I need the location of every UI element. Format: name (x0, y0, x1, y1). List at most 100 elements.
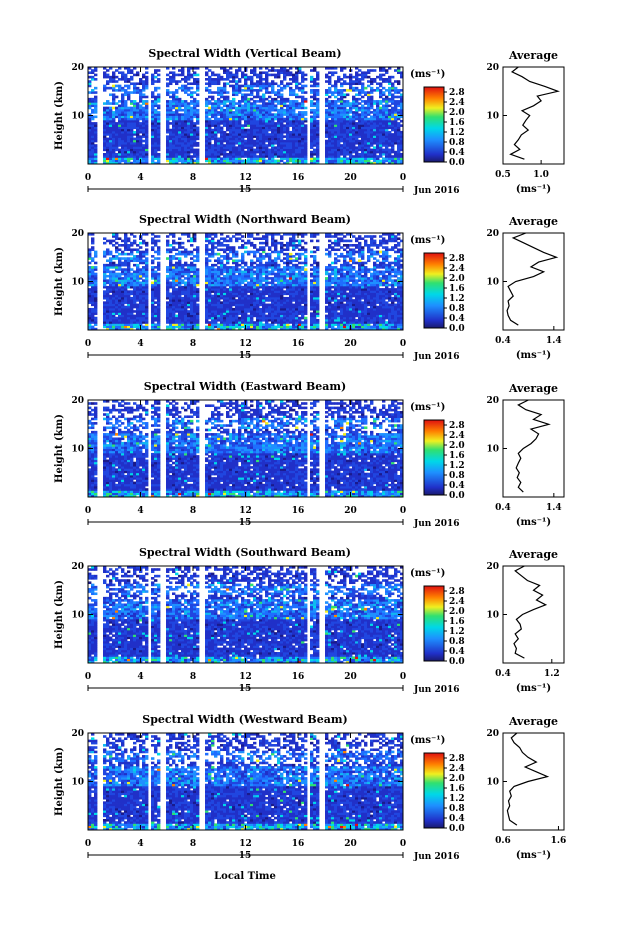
heatmap-cell (328, 323, 331, 326)
heatmap-cell (247, 104, 250, 107)
heatmap-cell (337, 299, 340, 302)
heatmap-cell (250, 323, 253, 326)
heatmap-cell (103, 113, 106, 116)
heatmap-cell (229, 113, 232, 116)
heatmap-cell (346, 295, 349, 298)
heatmap-cell (112, 71, 115, 74)
heatmap-cell (247, 319, 250, 322)
heatmap-cell (331, 120, 334, 123)
heatmap-cell (379, 323, 382, 326)
heatmap-cell (232, 308, 235, 311)
heatmap-cell (184, 89, 187, 92)
heatmap-cell (214, 290, 217, 293)
heatmap-cell (91, 76, 94, 79)
heatmap-cell (184, 295, 187, 298)
heatmap-cell (286, 315, 289, 318)
heatmap-cell (364, 295, 367, 298)
heatmap-cell (388, 109, 391, 112)
heatmap-cell (226, 153, 229, 156)
colorbar-tick-label: 2.0 (449, 108, 465, 118)
heatmap-cell (385, 96, 388, 99)
heatmap-cell (349, 89, 352, 92)
heatmap-cell (154, 290, 157, 293)
heatmap-cell (373, 323, 376, 326)
heatmap-cell (157, 104, 160, 107)
heatmap-cell (382, 315, 385, 318)
heatmap-cell (379, 319, 382, 322)
heatmap-cell (364, 299, 367, 302)
heatmap-cell (175, 315, 178, 318)
heatmap-cell (292, 299, 295, 302)
heatmap-cell (154, 87, 157, 90)
heatmap-cell (229, 290, 232, 293)
heatmap-cell (388, 319, 391, 322)
heatmap-cell (367, 299, 370, 302)
heatmap-cell (394, 315, 397, 318)
heatmap-cell (196, 299, 199, 302)
heatmap-cell (112, 89, 115, 92)
heatmap-cell (211, 78, 214, 81)
heatmap-cell (235, 323, 238, 326)
heatmap-cell (121, 295, 124, 298)
heatmap-cell (235, 102, 238, 105)
heatmap-cell (88, 319, 91, 322)
heatmap-cell (217, 290, 220, 293)
heatmap-cell (115, 107, 118, 110)
heatmap-cell (214, 113, 217, 116)
heatmap-cell (181, 85, 184, 88)
heatmap-cell (118, 315, 121, 318)
heatmap-cell (91, 69, 94, 72)
heatmap-cell (310, 151, 313, 154)
heatmap-cell (331, 323, 334, 326)
heatmap-cell (385, 89, 388, 92)
heatmap-cell (253, 140, 256, 143)
heatmap-cell (304, 317, 307, 320)
heatmap-cell (259, 315, 262, 318)
heatmap-cell (334, 71, 337, 74)
date-label: Jun 2016 (413, 186, 460, 196)
heatmap-cell (211, 315, 214, 318)
heatmap-cell (166, 113, 169, 116)
heatmap-cell (352, 87, 355, 90)
heatmap-cell (193, 149, 196, 152)
heatmap-cell (124, 113, 127, 116)
heatmap-cell (283, 297, 286, 300)
heatmap-cell (115, 69, 118, 72)
heatmap-cell (352, 76, 355, 79)
heatmap-cell (205, 87, 208, 90)
heatmap-cell (397, 80, 400, 83)
heatmap-cell (385, 120, 388, 123)
heatmap-cell (346, 323, 349, 326)
heatmap-cell (331, 113, 334, 116)
x-tick-label: 20 (344, 173, 357, 183)
heatmap-cell (154, 120, 157, 123)
heatmap-cell (247, 120, 250, 123)
heatmap-cell (154, 80, 157, 83)
heatmap-cell (94, 116, 97, 119)
heatmap-cell (214, 323, 217, 326)
heatmap-cell (268, 120, 271, 123)
heatmap-cell (229, 100, 232, 103)
heatmap-cell (187, 323, 190, 326)
heatmap-cell (316, 82, 319, 85)
heatmap-cell (361, 71, 364, 74)
heatmap-cell (271, 80, 274, 83)
heatmap-cell (205, 78, 208, 81)
heatmap-cell (208, 290, 211, 293)
heatmap-cell (310, 80, 313, 83)
heatmap-cell (325, 98, 328, 101)
heatmap-cell (205, 299, 208, 302)
heatmap-cell (391, 82, 394, 85)
heatmap-cell (310, 85, 313, 88)
y-tick-label: 20 (71, 63, 84, 73)
heatmap-cell (124, 319, 127, 322)
heatmap-cell (169, 129, 172, 132)
heatmap-cell (292, 113, 295, 116)
heatmap-cell (337, 315, 340, 318)
heatmap-cell (253, 315, 256, 318)
heatmap-cell (172, 96, 175, 99)
heatmap-cell (283, 120, 286, 123)
heatmap-cell (355, 295, 358, 298)
heatmap-cell (94, 87, 97, 90)
heatmap-cell (253, 96, 256, 99)
